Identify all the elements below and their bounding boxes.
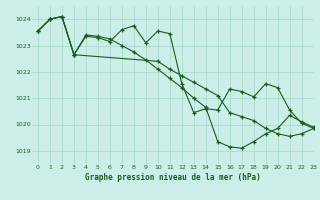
X-axis label: Graphe pression niveau de la mer (hPa): Graphe pression niveau de la mer (hPa) xyxy=(85,173,261,182)
